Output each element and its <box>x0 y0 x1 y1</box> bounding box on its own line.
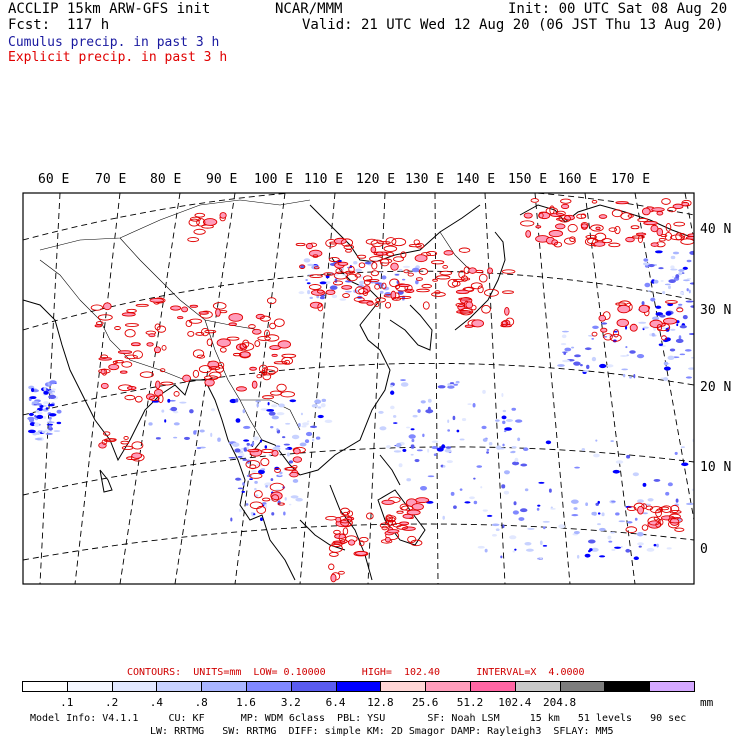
colorbar-swatch <box>246 681 292 692</box>
colorbar-label: .4 <box>149 696 164 709</box>
colorbar-swatch <box>470 681 516 692</box>
lon-label: 110 E <box>304 172 344 187</box>
colorbar-swatch <box>22 681 68 692</box>
lat-label: 0 <box>700 542 708 557</box>
lon-label: 100 E <box>254 172 294 187</box>
colorbar-label: 3.2 <box>280 696 301 709</box>
longitude-lines <box>39 193 694 584</box>
colorbar-swatch <box>201 681 247 692</box>
lon-label: 130 E <box>405 172 445 187</box>
model-info-line2: LW: RRTMG SW: RRTMG DIFF: simple KM: 2D … <box>150 726 614 737</box>
lon-label: 170 E <box>611 172 651 187</box>
colorbar-label: 102.4 <box>498 696 532 709</box>
lon-label: 150 E <box>508 172 548 187</box>
colorbar-label: 12.8 <box>367 696 394 709</box>
colorbar-label: 1.6 <box>236 696 256 709</box>
colorbar-unit: mm <box>700 696 714 709</box>
colorbar-label: .8 <box>194 696 208 709</box>
colorbar-swatch <box>604 681 651 692</box>
lon-label: 70 E <box>95 172 127 187</box>
lon-label: 90 E <box>206 172 238 187</box>
forecast-hour: Fcst: 117 h <box>8 17 110 33</box>
model-info-line1: Model Info: V4.1.1 CU: KF MP: WDM 6class… <box>30 713 687 724</box>
lat-label: 30 N <box>700 303 732 318</box>
explicit-label: Explicit precip. in past 3 h <box>8 50 228 65</box>
lon-label: 160 E <box>558 172 598 187</box>
colorbar-swatch <box>559 681 606 692</box>
lon-label: 120 E <box>356 172 396 187</box>
colorbar-label: .1 <box>60 696 74 709</box>
lat-label: 20 N <box>700 380 732 395</box>
plot-title: ACCLIP 15km ARW-GFS init <box>8 1 211 17</box>
map-frame <box>22 192 695 585</box>
colorbar-swatch <box>335 681 382 692</box>
contour-info: CONTOURS: UNITS=mm LOW= 0.10000 HIGH= 10… <box>127 667 585 678</box>
colorbar-label: 51.2 <box>456 696 484 709</box>
coastlines <box>23 204 694 581</box>
latitude-lines <box>23 193 694 561</box>
colorbar-label: 204.8 <box>543 696 577 709</box>
lat-label: 10 N <box>700 460 732 475</box>
colorbar-swatch <box>649 681 695 692</box>
init-time: Init: 00 UTC Sat 08 Aug 20 <box>508 1 728 17</box>
lat-label: 40 N <box>700 222 732 237</box>
colorbar-label: .2 <box>104 696 119 709</box>
explicit-precip-contours <box>90 198 694 583</box>
colorbar-swatch <box>156 681 203 692</box>
colorbar-swatch <box>380 681 427 692</box>
colorbar-swatch <box>66 681 113 692</box>
colorbar-swatch <box>111 681 158 692</box>
center-label: NCAR/MMM <box>275 1 343 17</box>
colorbar-swatch <box>514 681 561 692</box>
colorbar-label: 6.4 <box>325 696 346 709</box>
lon-label: 60 E <box>38 172 70 187</box>
lon-label: 80 E <box>150 172 182 187</box>
colorbar-label: 25.6 <box>411 696 439 709</box>
colorbar-swatch <box>425 681 471 692</box>
lon-label: 140 E <box>456 172 496 187</box>
cumulus-label: Cumulus precip. in past 3 h <box>8 35 220 50</box>
colorbar-swatch <box>290 681 337 692</box>
valid-time: Valid: 21 UTC Wed 12 Aug 20 (06 JST Thu … <box>302 17 724 33</box>
cumulus-precip-field <box>27 250 694 560</box>
